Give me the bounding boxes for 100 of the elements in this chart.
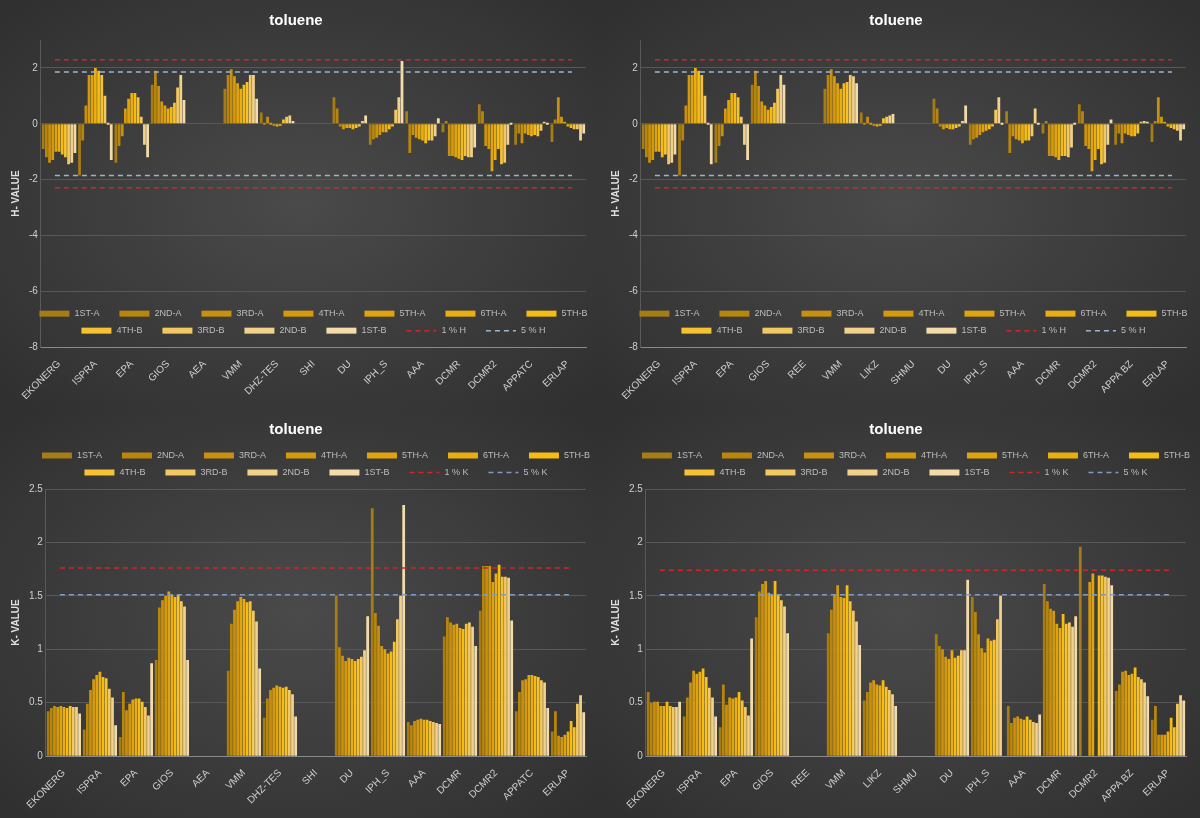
bar <box>436 118 440 124</box>
bar <box>556 97 560 124</box>
bar <box>1114 690 1118 756</box>
y-tick-label: 2 <box>32 61 39 73</box>
bar <box>678 124 681 176</box>
legend-label: 6TH-A <box>1080 308 1107 319</box>
bar <box>265 698 269 756</box>
bar <box>852 76 855 124</box>
bar <box>118 736 122 756</box>
bar <box>109 124 113 161</box>
bar <box>859 112 863 124</box>
bar <box>438 724 442 756</box>
legend-label: 1 % K <box>1044 466 1069 477</box>
y-tick-label: -2 <box>628 173 639 185</box>
bar <box>855 621 858 756</box>
bar <box>474 646 478 756</box>
y-tick-label: -4 <box>628 229 639 241</box>
bar <box>1106 124 1110 145</box>
legend-label: 3RD-B <box>800 466 828 477</box>
bar <box>779 74 783 124</box>
bar <box>1006 705 1010 756</box>
bar <box>964 105 968 124</box>
legend-label: 6TH-A <box>482 449 509 460</box>
bar <box>884 686 888 756</box>
bar <box>1068 622 1071 756</box>
bar <box>1114 124 1118 145</box>
bar <box>682 716 686 756</box>
bar <box>1179 124 1182 141</box>
bar <box>1169 717 1173 756</box>
bar <box>829 609 833 756</box>
y-tick-label: 1 <box>37 643 44 655</box>
bar <box>667 124 670 165</box>
bar <box>786 633 790 756</box>
legend-label: 4TH-A <box>918 308 945 319</box>
legend-label: 2ND-A <box>756 449 784 460</box>
bar <box>1156 97 1160 124</box>
bar <box>338 124 342 127</box>
bar <box>670 124 674 163</box>
bar <box>836 585 840 756</box>
legend-label: 5 % H <box>520 325 546 336</box>
bar <box>999 595 1002 756</box>
bar <box>255 621 258 756</box>
bar <box>394 109 398 124</box>
bar <box>44 124 48 158</box>
bar <box>718 727 722 756</box>
legend-label: 3RD-A <box>238 449 266 460</box>
bar <box>421 124 424 141</box>
y-tick-label: -8 <box>628 340 639 352</box>
bar <box>1179 695 1182 756</box>
bar <box>473 124 477 148</box>
bar <box>685 697 689 756</box>
legend-label: 1ST-A <box>676 449 702 460</box>
y-tick-label: 0 <box>37 749 44 761</box>
bar <box>143 707 147 756</box>
bar <box>848 74 852 124</box>
bar <box>675 707 678 756</box>
bar <box>173 102 176 124</box>
bar <box>776 88 779 124</box>
bar <box>704 677 708 756</box>
bar <box>761 584 764 756</box>
bar <box>1052 610 1056 756</box>
legend-label: 5TH-A <box>1001 449 1028 460</box>
bar <box>518 692 521 756</box>
legend-label: 1ST-A <box>674 308 700 319</box>
bar <box>681 124 685 141</box>
x-tick-label: AAA <box>405 766 428 789</box>
bar <box>1133 667 1137 756</box>
chart-title: toluene <box>869 11 923 29</box>
legend-label: 3RD-B <box>200 466 228 477</box>
bar <box>1033 108 1037 124</box>
bar <box>139 116 143 124</box>
x-tick-label: EPA <box>117 766 140 789</box>
bar <box>709 124 713 165</box>
legend-label: 5TH-A <box>999 308 1026 319</box>
bar <box>740 700 744 756</box>
y-tick-label: 0 <box>32 117 39 129</box>
y-tick-label: 0.5 <box>29 696 44 708</box>
bar <box>714 124 718 163</box>
legend-label: 5 % H <box>1120 325 1146 336</box>
bar <box>754 617 758 756</box>
bar <box>500 576 504 756</box>
bar <box>442 636 446 756</box>
bar <box>248 74 252 124</box>
y-axis-title: H- VALUE <box>609 170 621 217</box>
bar <box>85 703 89 756</box>
legend-label: 2ND-B <box>879 325 907 336</box>
legend-label: 3RD-B <box>197 325 225 336</box>
x-tick-label: DU <box>937 766 956 785</box>
bar <box>451 124 454 156</box>
bar <box>176 87 179 124</box>
legend-label: 2ND-A <box>156 449 184 460</box>
bar <box>294 716 298 756</box>
bar <box>470 124 473 158</box>
bar <box>776 594 780 756</box>
bar <box>1044 120 1048 124</box>
bar <box>186 659 190 756</box>
bar <box>1091 573 1095 756</box>
bar <box>826 633 830 756</box>
bar <box>783 606 786 756</box>
bar <box>128 703 132 756</box>
